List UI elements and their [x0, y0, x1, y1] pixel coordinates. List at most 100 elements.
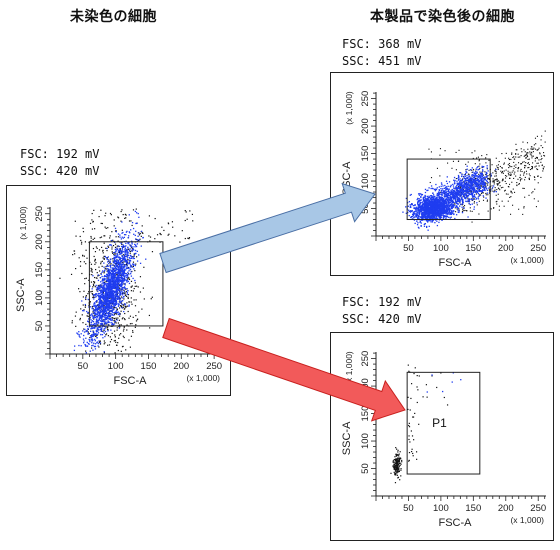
- event-dot: [433, 203, 436, 205]
- event-dot: [112, 272, 114, 275]
- event-dot: [104, 297, 106, 299]
- event-dot: [502, 186, 504, 188]
- event-dot: [104, 275, 106, 277]
- event-dot: [87, 331, 89, 333]
- event-dot: [520, 148, 522, 150]
- event-dot: [163, 229, 165, 232]
- event-dot: [439, 193, 441, 195]
- event-dot: [496, 200, 498, 202]
- event-dot: [462, 194, 465, 196]
- event-dot: [473, 198, 475, 200]
- event-dot: [109, 341, 112, 343]
- event-dot: [459, 184, 461, 186]
- event-dot: [135, 245, 138, 248]
- event-dot: [436, 224, 439, 227]
- event-dot: [99, 297, 102, 300]
- event-dot: [509, 196, 511, 199]
- event-dot: [82, 338, 85, 340]
- event-dot: [100, 285, 103, 287]
- event-dot: [93, 324, 96, 326]
- event-dot: [447, 190, 450, 192]
- event-dot: [482, 177, 484, 179]
- event-dot: [114, 273, 117, 275]
- event-dot: [459, 186, 462, 188]
- event-dot: [130, 301, 132, 303]
- event-dot: [447, 194, 450, 196]
- event-dot: [417, 216, 420, 218]
- event-dot: [91, 338, 93, 340]
- event-dot: [98, 301, 100, 304]
- event-dot: [103, 288, 106, 290]
- event-dot: [123, 286, 126, 288]
- event-dot: [91, 292, 93, 295]
- event-dot: [468, 175, 470, 177]
- event-dot: [83, 342, 85, 344]
- event-dot: [96, 307, 98, 309]
- event-dot: [100, 296, 102, 298]
- event-dot: [462, 187, 464, 189]
- event-dot: [471, 183, 474, 186]
- event-dot: [116, 319, 118, 321]
- event-dot: [119, 268, 121, 270]
- event-dot: [473, 187, 475, 189]
- event-dot: [107, 285, 109, 288]
- event-dot: [82, 322, 84, 324]
- event-dot: [143, 298, 145, 300]
- event-dot: [448, 200, 450, 202]
- event-dot: [123, 269, 126, 272]
- event-dot: [472, 186, 474, 189]
- event-dot: [135, 256, 138, 258]
- event-dot: [481, 174, 484, 176]
- event-dot: [94, 348, 97, 350]
- event-dot: [470, 177, 472, 179]
- event-dot: [536, 168, 538, 170]
- event-dot: [503, 170, 505, 172]
- event-dot: [515, 143, 517, 145]
- event-dot: [94, 296, 96, 298]
- event-dot: [456, 192, 458, 194]
- event-dot: [462, 196, 464, 198]
- event-dot: [107, 328, 109, 331]
- event-dot: [123, 264, 126, 266]
- event-dot: [106, 303, 108, 306]
- event-dot: [485, 185, 487, 187]
- event-dot: [119, 283, 122, 285]
- event-dot: [91, 327, 93, 330]
- event-dot: [427, 221, 429, 223]
- event-dot: [141, 232, 143, 234]
- event-dot: [119, 257, 121, 259]
- event-dot: [95, 294, 97, 296]
- event-dot: [102, 324, 104, 326]
- event-dot: [456, 202, 458, 204]
- event-dot: [438, 189, 441, 192]
- event-dot: [519, 170, 522, 172]
- event-dot: [119, 298, 121, 300]
- event-dot: [451, 188, 453, 191]
- event-dot: [413, 216, 416, 218]
- event-dot: [466, 168, 468, 170]
- event-dot: [89, 306, 92, 308]
- event-dot: [482, 181, 485, 184]
- event-dot: [471, 221, 473, 223]
- event-dot: [104, 301, 106, 303]
- event-dot: [98, 295, 100, 297]
- event-dot: [113, 252, 116, 254]
- event-dot: [473, 208, 475, 210]
- event-dot: [453, 187, 455, 189]
- event-dot: [111, 270, 113, 272]
- event-dot: [115, 294, 118, 297]
- event-dot: [486, 172, 488, 175]
- event-dot: [85, 249, 87, 251]
- event-dot: [102, 302, 104, 304]
- event-dot: [443, 190, 445, 193]
- event-dot: [426, 199, 429, 202]
- event-dot: [485, 171, 487, 174]
- event-dot: [535, 156, 537, 158]
- event-dot: [127, 290, 129, 292]
- x-axis-label: FSC-A: [114, 375, 148, 387]
- event-dot: [100, 299, 102, 301]
- event-dot: [508, 167, 510, 169]
- event-dot: [527, 152, 529, 154]
- event-dot: [101, 290, 103, 292]
- event-dot: [132, 209, 135, 211]
